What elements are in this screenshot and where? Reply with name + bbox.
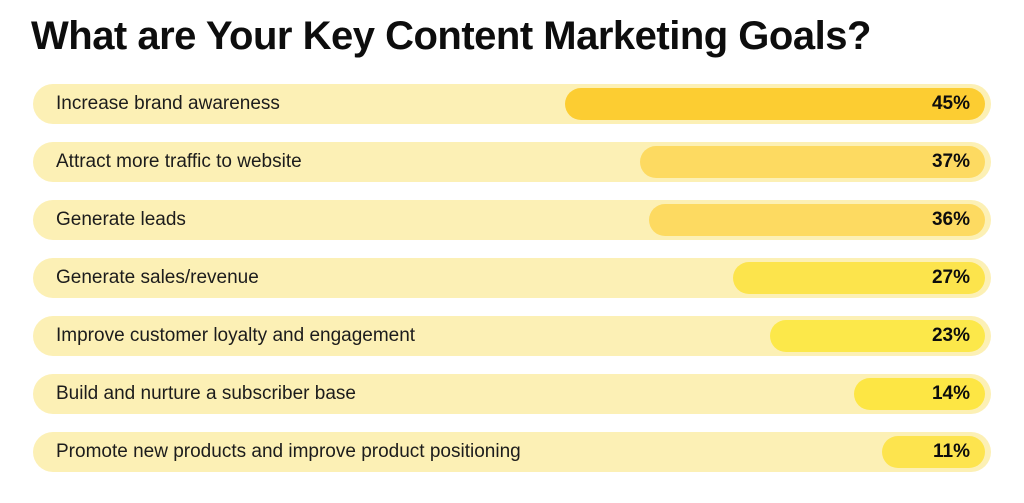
value-label: 14% xyxy=(931,383,970,404)
chart-row: Attract more traffic to website 37% xyxy=(33,142,991,182)
category-label: Build and nurture a subscriber base xyxy=(56,383,356,404)
value-bar: 45% xyxy=(565,88,985,120)
bar-rows-container: Increase brand awareness 45% Attract more … xyxy=(33,84,991,490)
category-label: Increase brand awareness xyxy=(56,93,280,114)
category-label: Attract more traffic to website xyxy=(56,151,302,172)
value-label: 36% xyxy=(931,209,970,230)
value-bar: 14% xyxy=(854,378,985,410)
value-label: 37% xyxy=(931,151,970,172)
category-label: Improve customer loyalty and engagement xyxy=(56,325,416,346)
value-bar: 27% xyxy=(733,262,985,294)
chart-title: What are Your Key Content Marketing Goal… xyxy=(31,14,871,58)
value-bar: 37% xyxy=(639,146,985,178)
value-label: 27% xyxy=(931,267,970,288)
chart-row: Increase brand awareness 45% xyxy=(33,84,991,124)
chart-row: Promote new products and improve product… xyxy=(33,432,991,472)
value-label: 23% xyxy=(931,325,970,346)
category-label: Generate sales/revenue xyxy=(56,267,259,288)
chart-row: Build and nurture a subscriber base 14% xyxy=(33,374,991,414)
chart-row: Generate sales/revenue 27% xyxy=(33,258,991,298)
value-label: 11% xyxy=(933,441,970,462)
value-bar: 11% xyxy=(882,436,985,468)
value-bar: 36% xyxy=(649,204,985,236)
value-bar: 23% xyxy=(770,320,985,352)
chart-row: Generate leads 36% xyxy=(33,200,991,240)
chart-row: Improve customer loyalty and engagement 2… xyxy=(33,316,991,356)
value-label: 45% xyxy=(931,93,970,114)
category-label: Promote new products and improve product… xyxy=(56,441,521,462)
category-label: Generate leads xyxy=(56,209,186,230)
